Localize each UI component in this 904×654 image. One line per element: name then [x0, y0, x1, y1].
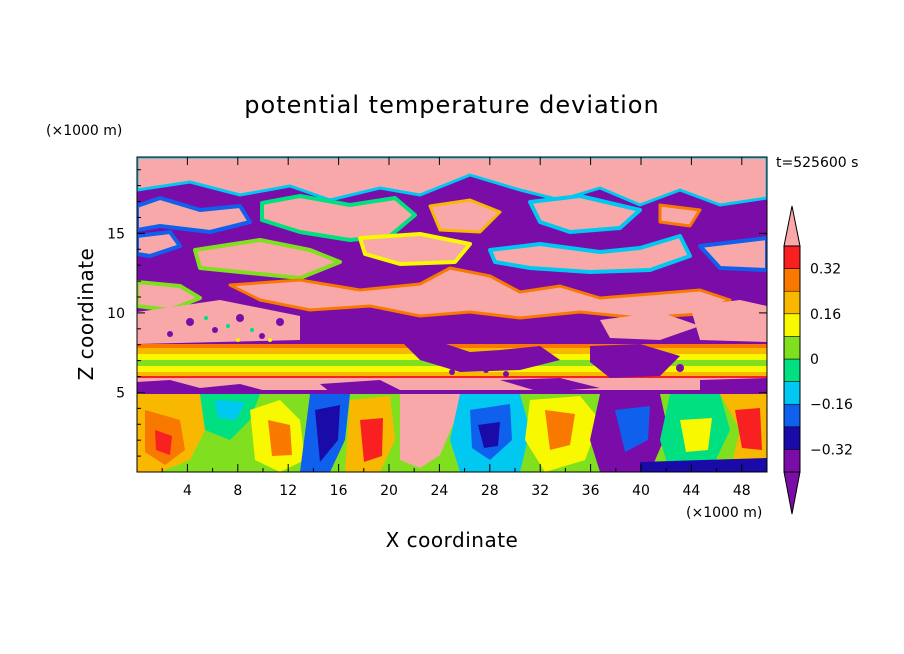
colorbar-segment [783, 290, 801, 315]
colorbar-label: 0.32 [810, 262, 841, 278]
y-axis-label: Z coordinate [74, 248, 98, 381]
x-axis-ticks: 4 8 12 16 20 24 28 32 36 40 44 48 [161, 157, 751, 499]
x-tick-label: 32 [531, 483, 549, 499]
x-unit-label: (×1000 m) [686, 505, 762, 521]
colorbar-label: −0.16 [810, 397, 853, 413]
colorbar-segment [783, 426, 801, 450]
y-tick-label: 5 [116, 385, 125, 401]
upper-layer [137, 157, 767, 320]
y-unit-label: (×1000 m) [46, 123, 122, 139]
colorbar-segment [783, 268, 801, 292]
stable-layer [137, 340, 767, 394]
lower-layer [137, 394, 767, 472]
x-tick-label: 28 [481, 483, 499, 499]
contour-field [137, 157, 767, 472]
colorbar-segment [783, 449, 801, 473]
y-tick-label: 10 [107, 306, 125, 322]
colorbar-segment [783, 381, 801, 405]
chart-title: potential temperature deviation [244, 91, 659, 119]
x-tick-label: 20 [380, 483, 398, 499]
colorbar-segment [783, 245, 801, 269]
colorbar-segment [783, 336, 801, 360]
colorbar-label: 0.16 [810, 307, 841, 323]
x-tick-label: 24 [430, 483, 448, 499]
colorbar-label: −0.32 [810, 442, 853, 458]
time-label: t=525600 s [776, 155, 858, 171]
x-tick-label: 12 [279, 483, 297, 499]
colorbar-high-extension [783, 205, 801, 247]
x-tick-label: 48 [733, 483, 751, 499]
colorbar: 0.32 0.16 0 −0.16 −0.32 [783, 205, 853, 515]
x-axis-label: X coordinate [386, 528, 519, 552]
plot-frame [136, 156, 768, 473]
x-tick-label: 40 [632, 483, 650, 499]
colorbar-segment [783, 313, 801, 337]
x-tick-label: 16 [330, 483, 348, 499]
x-tick-label: 36 [582, 483, 600, 499]
transition-band [137, 300, 767, 344]
y-tick-label: 15 [107, 226, 125, 242]
colorbar-low-extension [783, 471, 801, 515]
colorbar-segment [783, 403, 801, 428]
colorbar-frame [783, 245, 801, 473]
colorbar-label: 0 [810, 352, 819, 368]
colorbar-segment [783, 358, 801, 382]
x-tick-label: 8 [233, 483, 242, 499]
x-tick-label: 4 [183, 483, 192, 499]
x-tick-label: 44 [682, 483, 700, 499]
y-axis-ticks: 5 10 15 [107, 169, 767, 457]
